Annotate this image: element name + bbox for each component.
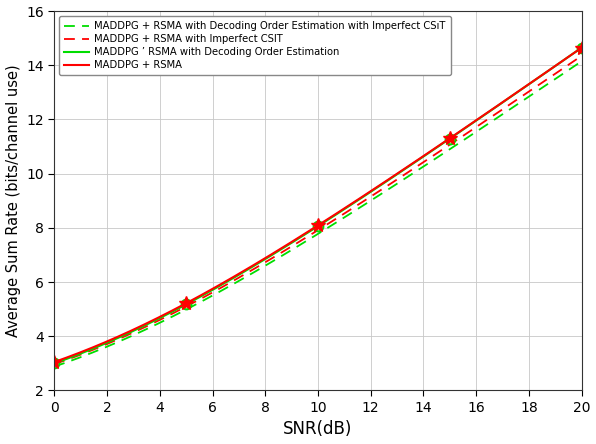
MADDPG ’ RSMA with Decoding Order Estimation [483, 111, 490, 116]
MADDPG + RSMA [483, 111, 490, 116]
MADDPG + RSMA with Imperfect CSIT [365, 195, 372, 201]
Line: MADDPG + RSMA with Decoding Order Estimation with Imperfect CSıT: MADDPG + RSMA with Decoding Order Estima… [54, 61, 582, 367]
MADDPG ’ RSMA with Decoding Order Estimation [305, 230, 312, 235]
Legend: MADDPG + RSMA with Decoding Order Estimation with Imperfect CSıT, MADDPG + RSMA : MADDPG + RSMA with Decoding Order Estima… [59, 16, 451, 75]
MADDPG + RSMA with Decoding Order Estimation with Imperfect CSıT [336, 218, 343, 223]
Line: MADDPG ’ RSMA with Decoding Order Estimation: MADDPG ’ RSMA with Decoding Order Estima… [54, 48, 582, 363]
MADDPG + RSMA with Decoding Order Estimation with Imperfect CSıT [483, 122, 490, 127]
MADDPG + RSMA [336, 209, 343, 214]
MADDPG + RSMA with Decoding Order Estimation with Imperfect CSıT [305, 238, 312, 243]
MADDPG + RSMA [578, 45, 585, 50]
MADDPG + RSMA with Decoding Order Estimation with Imperfect CSıT [566, 67, 573, 72]
Y-axis label: Average Sum Rate (bits/channel use): Average Sum Rate (bits/channel use) [5, 64, 20, 337]
MADDPG + RSMA with Decoding Order Estimation with Imperfect CSıT [365, 200, 372, 205]
Line: MADDPG + RSMA with Imperfect CSIT: MADDPG + RSMA with Imperfect CSIT [54, 56, 582, 364]
MADDPG ’ RSMA with Decoding Order Estimation [365, 191, 372, 196]
MADDPG + RSMA with Decoding Order Estimation with Imperfect CSıT [301, 239, 308, 245]
MADDPG + RSMA [51, 359, 58, 365]
MADDPG + RSMA with Decoding Order Estimation with Imperfect CSıT [578, 59, 585, 64]
MADDPG ’ RSMA with Decoding Order Estimation [578, 45, 585, 50]
MADDPG + RSMA with Imperfect CSIT [566, 62, 573, 67]
X-axis label: SNR(dB): SNR(dB) [283, 420, 353, 438]
MADDPG + RSMA with Imperfect CSIT [336, 214, 343, 219]
MADDPG + RSMA with Imperfect CSIT [301, 236, 308, 241]
Line: MADDPG + RSMA: MADDPG + RSMA [54, 48, 582, 362]
MADDPG + RSMA [365, 190, 372, 195]
MADDPG ’ RSMA with Decoding Order Estimation [301, 232, 308, 237]
MADDPG + RSMA [305, 229, 312, 234]
MADDPG + RSMA with Imperfect CSIT [305, 234, 312, 239]
MADDPG + RSMA with Imperfect CSIT [578, 53, 585, 59]
MADDPG + RSMA with Imperfect CSIT [51, 361, 58, 367]
MADDPG ’ RSMA with Decoding Order Estimation [566, 54, 573, 59]
MADDPG + RSMA with Imperfect CSIT [483, 117, 490, 123]
MADDPG ’ RSMA with Decoding Order Estimation [336, 210, 343, 215]
MADDPG + RSMA with Decoding Order Estimation with Imperfect CSıT [51, 364, 58, 369]
MADDPG + RSMA [566, 54, 573, 59]
MADDPG + RSMA [301, 231, 308, 236]
MADDPG ’ RSMA with Decoding Order Estimation [51, 361, 58, 366]
